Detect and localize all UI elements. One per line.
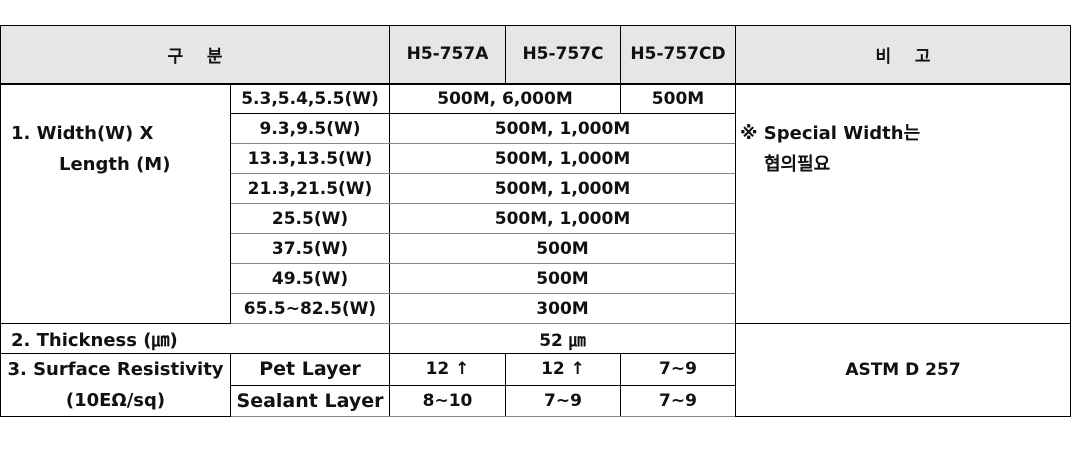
- table-body: 1. Width(W) X Length (M) 5.3,5.4,5.5(W) 500…: [0, 83, 1071, 417]
- value-cell: 500M, 1,000M: [389, 113, 736, 144]
- table-row: 21.3,21.5(W) 500M, 1,000M: [1, 173, 1071, 204]
- text-line: 1. Width(W) X: [11, 122, 154, 144]
- value-cell: 500M: [389, 233, 736, 264]
- value-cell: 300M: [389, 293, 736, 324]
- value-cell: 7~9: [620, 353, 736, 386]
- table-row: 1. Width(W) X Length (M) 5.3,5.4,5.5(W) 500…: [0, 83, 1071, 324]
- width-cell: 37.5(W): [230, 233, 390, 264]
- value-cell: 500M, 1,000M: [389, 203, 736, 234]
- text-line: ※ Special Width는: [740, 122, 921, 144]
- row-label: 1. Width(W) X Length (M): [0, 83, 231, 324]
- text-line: Length (M): [59, 153, 171, 175]
- width-cell: 13.3,13.5(W): [230, 143, 390, 174]
- width-cell: 9.3,9.5(W): [230, 113, 390, 144]
- value-cell: 500M, 1,000M: [389, 143, 736, 174]
- table-row: 9.3,9.5(W) 500M, 1,000M: [1, 113, 1071, 144]
- table-row: 65.5~82.5(W) 300M: [1, 293, 1071, 324]
- width-cell: 21.3,21.5(W): [230, 173, 390, 204]
- value-cell: 8~10: [389, 384, 506, 417]
- header-cell: H5-757C: [505, 25, 621, 85]
- width-cell: 65.5~82.5(W): [230, 293, 390, 324]
- table-row: 49.5(W) 500M: [1, 263, 1071, 294]
- table-row: 2. Thickness (㎛) 52 ㎛ ASTM D 257: [0, 323, 1071, 417]
- layer-cell: Pet Layer: [230, 353, 390, 386]
- header-cell: H5-757CD: [620, 25, 736, 85]
- value-cell: 12 ↑: [505, 353, 621, 386]
- value-cell: 500M: [389, 263, 736, 294]
- header-cell: 구 분: [0, 25, 390, 85]
- width-cell: 25.5(W): [230, 203, 390, 234]
- header-row: 구 분 H5-757A H5-757C H5-757CD 비 고: [0, 25, 1071, 85]
- width-cell: 49.5(W): [230, 263, 390, 294]
- value-cell: 500M, 6,000M: [389, 83, 621, 114]
- layer-cell: Sealant Layer: [230, 384, 390, 417]
- header-cell: 비 고: [735, 25, 1071, 85]
- value-cell: 52 ㎛: [389, 323, 736, 354]
- table-row: 25.5(W) 500M, 1,000M: [1, 203, 1071, 234]
- value-cell: 500M, 1,000M: [389, 173, 736, 204]
- value-cell: 500M: [620, 83, 736, 114]
- table-row: 3. Surface Resistivity (10EΩ/sq) Pet Layer…: [0, 353, 1071, 417]
- table-row: 13.3,13.5(W) 500M, 1,000M: [1, 143, 1071, 174]
- header-cell: H5-757A: [389, 25, 506, 85]
- width-cell: 5.3,5.4,5.5(W): [230, 83, 390, 114]
- value-cell: 7~9: [620, 384, 736, 417]
- value-cell: 12 ↑: [389, 353, 506, 386]
- row-label: 2. Thickness (㎛): [0, 323, 390, 354]
- row-label: 3. Surface Resistivity (10EΩ/sq): [0, 353, 231, 417]
- text-line: 협의필요: [764, 153, 831, 175]
- table-row: Sealant Layer 8~10 7~9 7~9: [1, 384, 1071, 417]
- remark-cell: ASTM D 257: [735, 323, 1071, 417]
- table-row: 37.5(W) 500M: [1, 233, 1071, 264]
- spec-table: 구 분 H5-757A H5-757C H5-757CD 비 고 1. Widt…: [0, 25, 1071, 417]
- text-line: (10EΩ/sq): [65, 390, 166, 411]
- value-cell: 7~9: [505, 384, 621, 417]
- text-line: 3. Surface Resistivity: [7, 359, 224, 380]
